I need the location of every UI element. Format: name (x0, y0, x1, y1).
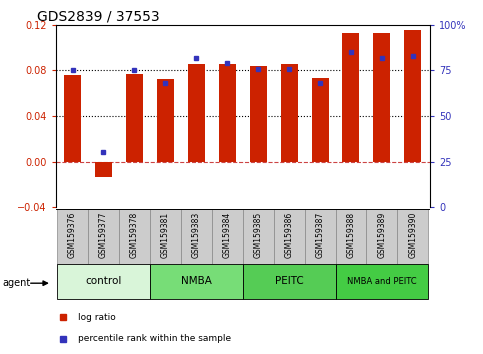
Text: GSM159386: GSM159386 (284, 212, 294, 258)
Text: agent: agent (2, 278, 30, 288)
Bar (57, 264, 150, 299)
Bar (181, 209, 212, 264)
Text: GSM159389: GSM159389 (377, 212, 386, 258)
Text: GSM159376: GSM159376 (68, 212, 77, 258)
Text: GSM159378: GSM159378 (130, 212, 139, 258)
Text: percentile rank within the sample: percentile rank within the sample (78, 335, 231, 343)
Bar (157, 80, 174, 161)
Bar (398, 209, 428, 264)
Bar (95, 161, 112, 177)
Text: GDS2839 / 37553: GDS2839 / 37553 (37, 10, 159, 24)
Bar (367, 209, 398, 264)
Text: NMBA and PEITC: NMBA and PEITC (347, 277, 417, 286)
Bar (242, 209, 274, 264)
Bar (242, 264, 336, 299)
Bar (150, 209, 181, 264)
Bar (126, 74, 143, 161)
Bar (64, 75, 81, 161)
Bar (336, 209, 367, 264)
Bar (212, 209, 242, 264)
Bar (312, 78, 328, 161)
Text: GSM159390: GSM159390 (408, 212, 417, 258)
Bar (373, 33, 390, 161)
Bar (342, 33, 359, 161)
Text: log ratio: log ratio (78, 313, 116, 322)
Bar (119, 209, 150, 264)
Bar (219, 63, 236, 161)
Text: GSM159387: GSM159387 (315, 212, 325, 258)
Text: GSM159377: GSM159377 (99, 212, 108, 258)
Text: control: control (85, 276, 122, 286)
Text: GSM159383: GSM159383 (192, 212, 201, 258)
Bar (404, 30, 421, 161)
Bar (88, 209, 119, 264)
Bar (57, 209, 88, 264)
Bar (281, 63, 298, 161)
Text: GSM159384: GSM159384 (223, 212, 232, 258)
Text: GSM159385: GSM159385 (254, 212, 263, 258)
Bar (188, 63, 205, 161)
Bar (150, 264, 242, 299)
Bar (274, 209, 305, 264)
Text: NMBA: NMBA (181, 276, 212, 286)
Bar (305, 209, 336, 264)
Bar (250, 66, 267, 161)
Text: GSM159388: GSM159388 (346, 212, 355, 258)
Text: GSM159381: GSM159381 (161, 212, 170, 258)
Bar (336, 264, 428, 299)
Text: PEITC: PEITC (275, 276, 303, 286)
